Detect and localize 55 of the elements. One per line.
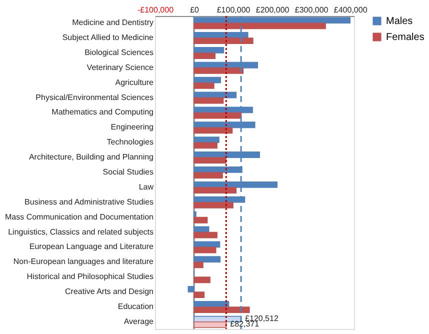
x-tick-label: £0 [190,6,200,14]
bar [194,76,221,84]
y-tick-label: Average [124,316,154,326]
y-tick-label: Creative Arts and Design [65,287,154,296]
bar [194,216,208,224]
legend-label: Females [386,32,424,43]
y-tick-label: Historical and Philosophical Studies [26,272,154,282]
y-tick-label: European Language and Literature [29,242,154,252]
bar [194,322,227,328]
bar [194,22,326,30]
bar [194,82,214,89]
bar [194,127,233,134]
y-tick-label: Subject Allied to Medicine [62,33,154,42]
y-tick-label: Engineering [110,122,154,132]
y-tick-label: Business and Administrative Studies [24,197,154,206]
bar [194,172,223,179]
x-tick-label: £200,000 [256,6,290,14]
y-tick-label: Architecture, Building and Planning [28,152,154,162]
bar [194,52,216,59]
bar [194,292,205,298]
y-tick-label: Medicine and Dentistry [72,18,154,28]
bar [194,241,220,248]
y-tick-label: Agriculture [115,78,154,87]
x-tick-label: £100,000 [216,6,251,14]
bar [194,232,218,238]
bar [194,187,237,194]
legend-label: Males [386,16,413,27]
y-tick-label: Physical/Environmental Sciences [36,92,154,102]
bar [194,38,254,44]
bar [194,112,242,119]
bar [194,157,226,164]
bar [194,276,210,284]
y-tick-label: Education [118,302,154,311]
bar [188,286,194,292]
bar [194,202,234,208]
bar [194,306,250,313]
y-tick-label: Veterinary Science [86,62,154,72]
x-tick-label: -£100,000 [137,6,174,14]
y-tick-label: Non-European languages and literature [13,257,154,266]
bar [194,256,221,263]
bar [194,142,218,149]
bar [194,246,216,254]
bar [194,262,204,268]
bar [194,68,244,74]
y-tick-label: Linguistics, Classics and related subjects [8,227,154,236]
y-tick-label: Mathematics and Computing [52,108,154,117]
y-tick-label: Law [138,182,154,192]
x-tick-label: £400,000 [334,6,368,14]
y-tick-label: Social Studies [102,168,154,176]
x-tick-label: £300,000 [294,6,329,14]
y-tick-label: Biological Sciences [84,48,154,57]
bar [194,97,224,104]
bar [194,46,224,54]
y-tick-label: Mass Communication and Documentation [4,212,154,222]
y-tick-label: Technologies [106,138,154,147]
